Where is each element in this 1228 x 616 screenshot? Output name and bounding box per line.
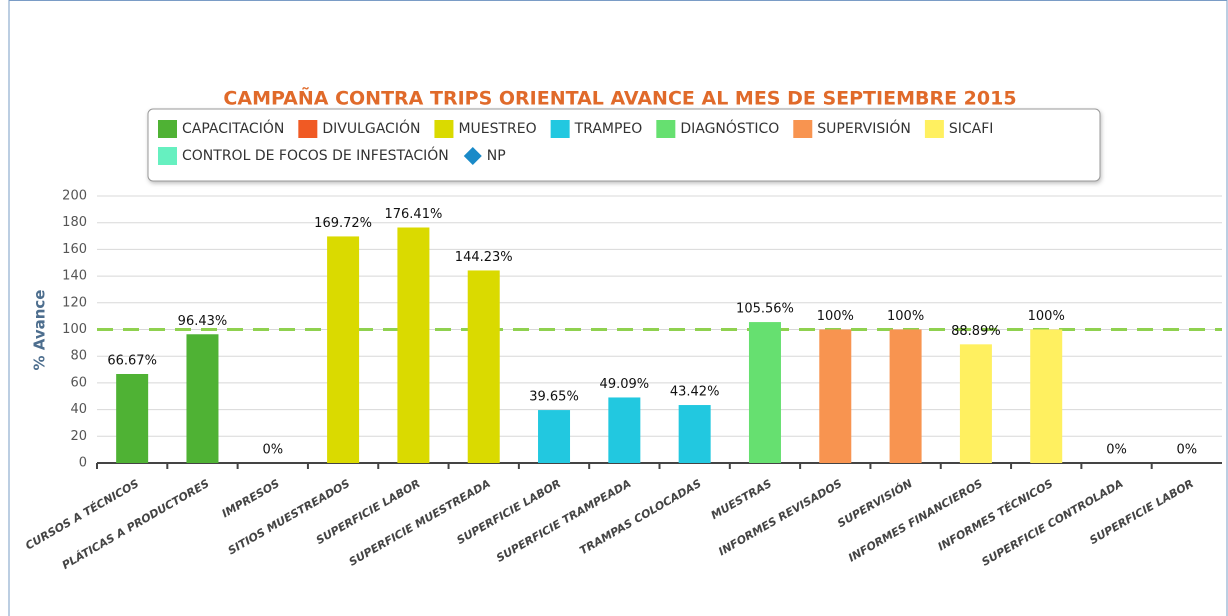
legend-label: MUESTREO [458,121,536,137]
legend-item: CONTROL DE FOCOS DE INFESTACIÓN [158,146,449,165]
legend-symbol [924,120,944,138]
legend-item: CAPACITACIÓN [158,119,284,138]
legend-label: NP [487,148,506,164]
legend-symbol [793,120,813,138]
frame [8,0,1228,616]
y-tick-label: 160 [62,242,87,257]
value-label: 49.09% [600,377,650,392]
legend-symbol [656,120,676,138]
legend-item: TRAMPEO [550,120,643,138]
chart-title: CAMPAÑA CONTRA TRIPS ORIENTAL AVANCE AL … [223,86,1016,110]
legend-label: CONTROL DE FOCOS DE INFESTACIÓN [182,146,449,164]
value-label: 100% [887,309,924,324]
bar [678,405,711,463]
value-label: 176.41% [384,207,442,222]
y-tick-label: 180 [62,215,87,230]
bar [186,334,219,463]
value-label: 0% [1177,443,1198,458]
legend-item: DIVULGACIÓN [298,119,420,138]
bar [959,344,992,463]
legend-label: SUPERVISIÓN [817,119,911,137]
bar [327,236,360,463]
y-tick-label: 120 [62,295,87,310]
legend-item: SUPERVISIÓN [793,119,911,138]
bar [819,329,852,463]
bar [116,373,149,463]
value-label: 100% [1028,309,1065,324]
bar [397,227,430,463]
legend-label: SICAFI [949,121,994,137]
y-tick-label: 20 [70,429,87,444]
bar [748,322,781,463]
legend-item: MUESTREO [434,120,537,138]
value-label: 144.23% [455,250,513,265]
y-tick-label: 40 [70,402,87,417]
y-tick-label: 200 [62,189,87,204]
legend-item: DIAGNÓSTICO [656,119,779,138]
value-label: 96.43% [178,314,228,329]
legend-label: DIVULGACIÓN [322,119,420,137]
legend-box [147,108,1101,182]
value-label: 105.56% [736,302,794,317]
value-label: 39.65% [529,390,579,405]
y-tick-label: 0 [79,456,87,471]
legend-item: NP [463,147,506,165]
value-label: 66.67% [107,353,157,368]
bar [889,329,922,463]
y-tick-label: 100 [62,322,87,337]
y-tick-label: 60 [70,375,87,390]
legend-label: DIAGNÓSTICO [680,119,779,137]
legend-label: CAPACITACIÓN [182,119,284,137]
legend-symbol [434,120,454,138]
legend-label: TRAMPEO [574,121,643,137]
value-label: 43.42% [670,385,720,400]
value-label: 0% [262,443,283,458]
value-label: 0% [1106,443,1127,458]
value-label: 88.89% [951,324,1001,339]
bar [608,397,641,463]
legend-item: SICAFI [924,120,994,138]
legend-symbol [158,147,177,165]
y-axis-title: % Avance [31,290,49,371]
value-label: 100% [817,309,854,324]
legend-symbol [298,120,318,138]
legend-symbol [158,120,177,138]
bar [538,410,571,463]
bar [467,270,500,463]
bar [1030,329,1063,463]
y-tick-label: 140 [62,269,87,284]
legend-symbol [463,147,482,165]
y-tick-label: 80 [70,349,87,364]
value-label: 169.72% [314,216,372,231]
legend-symbol [550,120,570,138]
